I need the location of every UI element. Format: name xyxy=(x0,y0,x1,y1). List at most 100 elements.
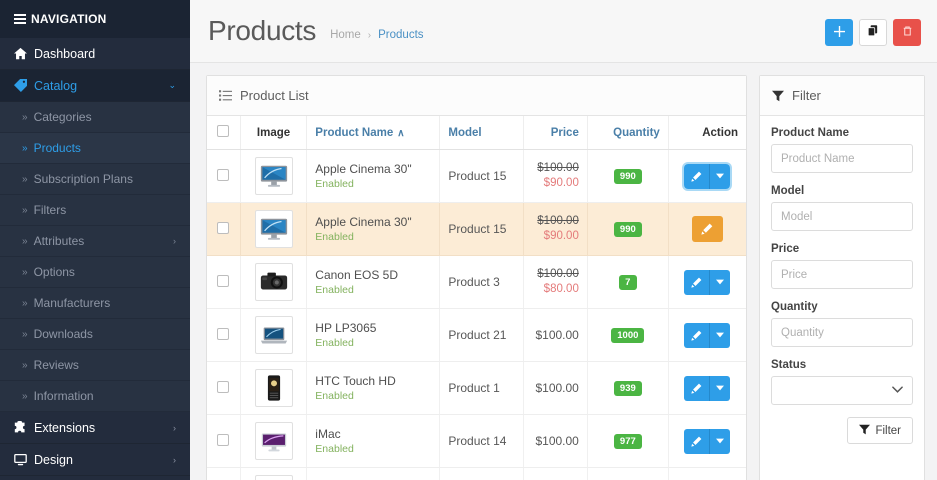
page-header: Products Home › Products xyxy=(190,0,937,63)
add-new-button[interactable] xyxy=(825,18,853,46)
header-actions xyxy=(825,18,921,46)
sidebar-item-label: Manufacturers xyxy=(33,296,111,310)
filter-status-label: Status xyxy=(771,359,807,371)
filter-product-name-input[interactable] xyxy=(771,144,913,173)
product-list-panel: Product List Image Product Name ∧ Mod xyxy=(206,75,747,480)
delete-button[interactable] xyxy=(893,18,921,46)
quantity-badge: 7 xyxy=(618,275,637,290)
chevrons-right-icon: » xyxy=(22,142,27,154)
sidebar-item-label: Dashboard xyxy=(34,46,96,61)
breadcrumb-item-home[interactable]: Home xyxy=(330,29,361,41)
sidebar-item-options[interactable]: » Options xyxy=(0,257,190,288)
column-action: Action xyxy=(668,116,746,150)
copy-button[interactable] xyxy=(859,18,887,46)
product-model: Product 3 xyxy=(439,255,524,309)
sidebar-item-attributes[interactable]: » Attributes › xyxy=(0,226,190,257)
funnel-icon xyxy=(859,424,871,438)
product-model: Product 15 xyxy=(439,202,524,256)
sidebar-item-label: Information xyxy=(33,389,94,403)
monitor-icon xyxy=(14,453,34,466)
row-checkbox[interactable] xyxy=(217,274,230,287)
row-actions-dropdown-toggle[interactable] xyxy=(710,322,731,348)
table-row: iMac Enabled Product 14 $100.00 977 xyxy=(207,414,746,468)
sidebar-item-label: Extensions xyxy=(34,420,96,435)
sidebar-item-filters[interactable]: » Filters xyxy=(0,195,190,226)
edit-button[interactable] xyxy=(684,269,711,295)
row-actions-dropdown-toggle[interactable] xyxy=(710,269,731,295)
sidebar-item-categories[interactable]: » Categories xyxy=(0,102,190,133)
price-special: $80.00 xyxy=(543,283,579,295)
select-all-checkbox[interactable] xyxy=(217,125,230,137)
sidebar: NAVIGATION Dashboard Catalog ⌄ » Categor… xyxy=(0,0,190,480)
sidebar-item-subscription-plans[interactable]: » Subscription Plans xyxy=(0,164,190,195)
row-actions-dropdown-toggle[interactable] xyxy=(710,428,731,454)
product-model: Product 1 xyxy=(439,361,524,415)
filter-quantity-input[interactable] xyxy=(771,318,913,347)
column-product-name[interactable]: Product Name ∧ xyxy=(306,116,441,150)
sidebar-item-dashboard[interactable]: Dashboard xyxy=(0,38,190,70)
sidebar-item-design[interactable]: Design › xyxy=(0,444,190,476)
chevrons-right-icon: » xyxy=(22,204,27,216)
sidebar-item-extensions[interactable]: Extensions › xyxy=(0,412,190,444)
row-actions-dropdown-toggle[interactable] xyxy=(710,375,731,401)
sort-asc-icon: ∧ xyxy=(397,127,405,139)
sidebar-item-label: Design xyxy=(34,452,73,467)
column-price[interactable]: Price xyxy=(523,116,588,150)
breadcrumb: Home › Products xyxy=(330,29,423,41)
row-checkbox[interactable] xyxy=(217,327,230,340)
list-icon xyxy=(219,89,232,102)
table-row xyxy=(207,467,746,480)
sidebar-item-reviews[interactable]: » Reviews xyxy=(0,350,190,381)
sidebar-item-label: Options xyxy=(33,265,75,279)
product-model: Product 15 xyxy=(439,149,524,203)
hamburger-icon[interactable] xyxy=(14,14,26,24)
chevrons-right-icon: » xyxy=(22,111,27,123)
price-special: $90.00 xyxy=(543,230,579,242)
breadcrumb-separator-icon: › xyxy=(367,29,372,41)
filter-model-input[interactable] xyxy=(771,202,913,231)
row-checkbox[interactable] xyxy=(217,380,230,393)
edit-button[interactable] xyxy=(684,428,711,454)
row-actions-dropdown-toggle[interactable] xyxy=(710,163,731,189)
edit-button[interactable] xyxy=(684,322,711,348)
camera-thumb xyxy=(254,263,293,301)
sidebar-item-products[interactable]: » Products xyxy=(0,133,190,164)
product-name: iMac xyxy=(315,426,341,441)
plus-icon xyxy=(833,25,845,40)
breadcrumb-item-products[interactable]: Products xyxy=(378,29,424,41)
main-content: Products Home › Products xyxy=(190,0,937,480)
row-checkbox[interactable] xyxy=(217,221,230,234)
sidebar-item-catalog[interactable]: Catalog ⌄ xyxy=(0,70,190,102)
sidebar-item-label: Downloads xyxy=(33,327,93,341)
laptop-thumb xyxy=(254,316,293,354)
sidebar-item-downloads[interactable]: » Downloads xyxy=(0,319,190,350)
edit-button[interactable] xyxy=(691,216,723,242)
column-quantity[interactable]: Quantity xyxy=(587,116,669,150)
table-row: HP LP3065 Enabled Product 21 $100.00 100… xyxy=(207,308,746,362)
edit-button[interactable] xyxy=(684,163,711,189)
chevron-down-icon xyxy=(892,385,903,396)
funnel-icon xyxy=(772,90,784,102)
filter-status-select[interactable] xyxy=(771,376,913,405)
row-checkbox[interactable] xyxy=(217,168,230,181)
column-model[interactable]: Model xyxy=(439,116,524,150)
blank-thumb xyxy=(254,475,293,480)
edit-button[interactable] xyxy=(684,375,711,401)
chevrons-right-icon: » xyxy=(22,390,27,402)
filter-price-input[interactable] xyxy=(771,260,913,289)
chevrons-right-icon: » xyxy=(22,235,27,247)
product-name: HP LP3065 xyxy=(315,320,377,335)
sidebar-item-information[interactable]: » Information xyxy=(0,381,190,412)
row-action-group xyxy=(684,375,731,401)
filter-submit-button[interactable]: Filter xyxy=(847,417,913,444)
chevron-right-icon: › xyxy=(173,454,176,465)
product-status: Enabled xyxy=(315,284,354,296)
row-checkbox[interactable] xyxy=(217,433,230,446)
sidebar-item-label: Categories xyxy=(33,110,92,124)
sidebar-item-label: Subscription Plans xyxy=(33,172,133,186)
sidebar-item-manufacturers[interactable]: » Manufacturers xyxy=(0,288,190,319)
phone-thumb xyxy=(254,369,293,407)
quantity-badge: 977 xyxy=(613,434,642,449)
imac-purple-thumb xyxy=(254,422,293,460)
